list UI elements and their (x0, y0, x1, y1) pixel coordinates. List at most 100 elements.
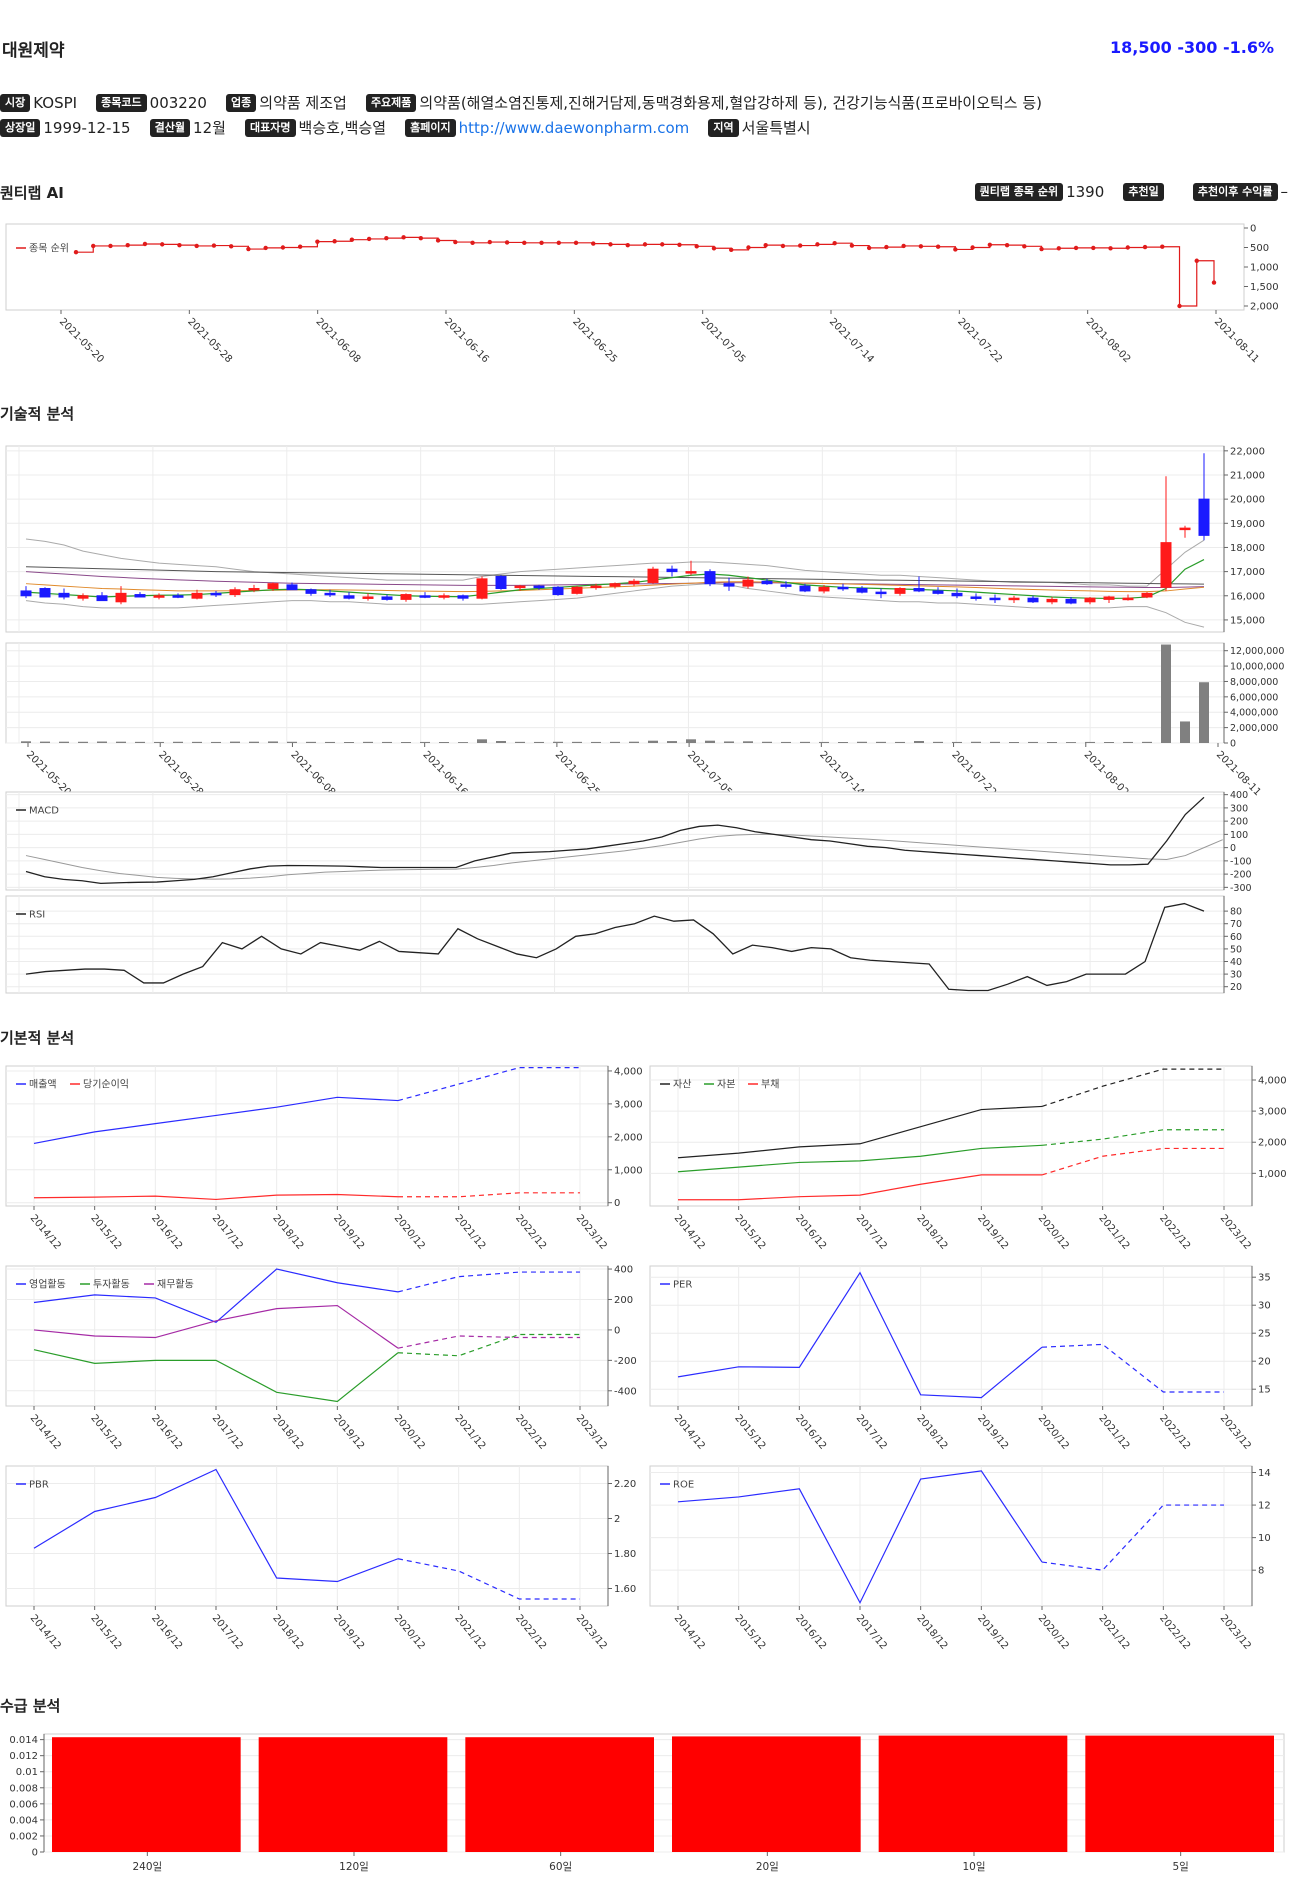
volume-xtick-label: 2021-07-05 (685, 749, 734, 798)
per-series-forecast-line (1041, 1343, 1224, 1393)
volume-bar (21, 741, 31, 743)
price-candle (875, 591, 887, 595)
fin_sales-legend-label: 매출액 (29, 1079, 57, 1091)
price-candle (343, 595, 355, 599)
rsi-frame (5, 895, 1225, 994)
rank-point (711, 246, 717, 251)
rank-point (694, 244, 699, 249)
fin_sales-ytick-label: 3,000 (614, 1099, 643, 1110)
macd-ytick-label: -100 (1230, 856, 1252, 867)
per-ytick-label: 15 (1258, 1385, 1271, 1396)
rank-point (849, 243, 855, 248)
ceo-label: 대표자명 (245, 118, 296, 137)
price-candle (685, 571, 697, 574)
supply-ytick-label: 0.01 (16, 1767, 38, 1778)
volume-bar (59, 741, 69, 743)
fin_cashflow-series-forecast-line (397, 1335, 580, 1349)
volume-bar (477, 739, 487, 743)
roe-legend-label: ROE (673, 1480, 694, 1491)
pbr-ytick-label: 1.60 (614, 1584, 636, 1595)
price-candle (210, 592, 222, 596)
fin_sales-xtick-label: 2015/12 (88, 1213, 123, 1252)
rank-point (1142, 244, 1148, 250)
rank-point (522, 240, 527, 246)
pbr-xtick-label: 2017/12 (210, 1613, 245, 1652)
price-candle (305, 589, 317, 594)
rec-return-label: 추천이후 수익률 (1192, 182, 1278, 201)
rank-point (91, 243, 96, 249)
fin_assets-series-forecast-line (1041, 1068, 1224, 1108)
price-candle (837, 586, 849, 590)
rsi-line (25, 902, 1205, 992)
price-candle (400, 594, 412, 600)
price-candle (457, 595, 469, 599)
volume-xtick-label: 2021-08-02 (1082, 749, 1131, 798)
fin_sales-series-line (33, 1193, 399, 1201)
rank-xtick-label: 2021-08-11 (1212, 316, 1261, 365)
volume-bar (211, 741, 221, 743)
pbr-frame (5, 1465, 609, 1607)
rank-xtick-label: 2021-06-16 (442, 316, 491, 365)
fin_cashflow-xtick-label: 2022/12 (513, 1413, 548, 1452)
fin_sales-series-forecast-line (397, 1067, 580, 1102)
pbr-xtick-label: 2014/12 (28, 1613, 63, 1652)
price-candle (1027, 597, 1039, 603)
volume-bar (876, 741, 886, 743)
price-candle (191, 592, 203, 599)
fin_sales-xtick-label: 2014/12 (28, 1213, 63, 1252)
price-candle (609, 583, 621, 587)
price-candle (58, 592, 70, 598)
fin_sales-ytick-label: 1,000 (614, 1165, 643, 1176)
pbr-ytick-label: 2 (614, 1514, 620, 1525)
price-candle (1160, 542, 1172, 588)
price-candle (115, 592, 127, 603)
per-xtick-label: 2022/12 (1157, 1413, 1192, 1452)
fin_assets-xtick-label: 2016/12 (793, 1213, 828, 1252)
macd-ytick-label: -200 (1230, 870, 1252, 881)
fin_assets-ytick-label: 1,000 (1258, 1169, 1287, 1180)
rank-point (746, 245, 751, 250)
volume-bar (743, 741, 753, 743)
rank-point (625, 242, 630, 248)
homepage-link[interactable]: http://www.daewonpharm.com (458, 118, 690, 137)
company-name: 대원제약 (2, 41, 65, 61)
rank-point (556, 240, 561, 246)
fin_sales-xtick-label: 2022/12 (513, 1213, 548, 1252)
rank-point (211, 243, 217, 248)
rank-point (1091, 245, 1096, 251)
volume-bar (914, 741, 924, 743)
volume-bar (97, 741, 107, 743)
roe-ytick-label: 8 (1258, 1566, 1264, 1577)
price-candle (970, 596, 982, 599)
price-bb-lower-line (25, 583, 1205, 628)
volume-bar (952, 741, 962, 743)
rank-point (935, 244, 941, 249)
price-ytick-label: 21,000 (1230, 470, 1265, 481)
fin_cashflow-series-line (33, 1304, 399, 1349)
price-candle (761, 580, 773, 585)
price-candle (438, 595, 450, 598)
fin_cashflow-xtick-label: 2017/12 (210, 1413, 245, 1452)
volume-bar (819, 741, 829, 743)
volume-bar (572, 741, 582, 743)
price-quote: 18,500 -300 -1.6% (1110, 38, 1274, 57)
rank-point (642, 242, 648, 247)
rank-point (591, 241, 596, 246)
price-ytick-label: 22,000 (1230, 446, 1265, 457)
supply-xtick-label: 240일 (132, 1860, 162, 1873)
macd-ytick-label: 100 (1230, 830, 1248, 841)
macd-ytick-label: -300 (1230, 883, 1252, 894)
rank-point (470, 240, 475, 246)
rank-point (194, 243, 199, 249)
fin_sales-xtick-label: 2023/12 (574, 1213, 609, 1252)
volume-bar (553, 741, 563, 743)
price-ytick-label: 15,000 (1230, 615, 1265, 626)
volume-bar (591, 741, 601, 743)
region-value: 서울특별시 (741, 119, 811, 137)
volume-ytick-label: 0 (1230, 739, 1236, 750)
price-candle (856, 588, 868, 593)
price-candle (172, 595, 184, 598)
products-value: 의약품(해열소염진통제,진해거담제,동맥경화용제,혈압강하제 등), 건강기능식… (419, 94, 1043, 112)
volume-xtick-label: 2021-06-16 (421, 749, 470, 798)
rank-point (315, 239, 320, 244)
